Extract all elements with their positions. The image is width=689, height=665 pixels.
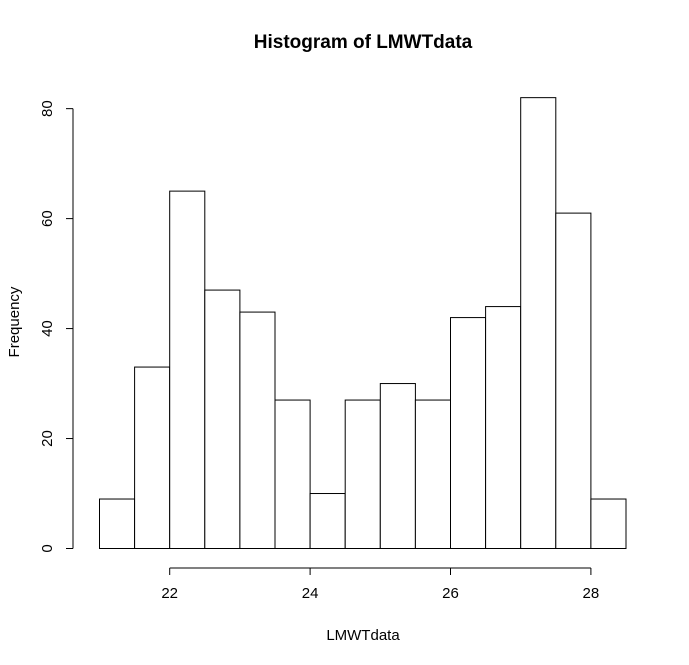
x-tick-label: 26 xyxy=(442,585,459,602)
histogram-bar xyxy=(99,498,136,549)
histogram-bar xyxy=(344,399,381,549)
histogram-bar xyxy=(239,311,276,549)
histogram-bar xyxy=(520,97,557,550)
histogram-bar xyxy=(274,399,311,549)
histogram-bar xyxy=(590,498,627,549)
y-tick-label: 20 xyxy=(39,430,56,447)
histogram-bar xyxy=(309,493,346,549)
histogram-bar xyxy=(555,212,592,550)
x-tick-label: 22 xyxy=(161,585,178,602)
y-tick-label: 0 xyxy=(39,544,56,552)
chart-title: Histogram of LMWTdata xyxy=(254,32,473,53)
histogram-bar xyxy=(134,366,171,549)
x-axis-label: LMWTdata xyxy=(326,627,400,644)
y-tick-label: 40 xyxy=(39,320,56,337)
histogram-bar xyxy=(169,190,206,549)
bars-group xyxy=(99,97,627,550)
histogram-bar xyxy=(414,399,451,549)
histogram-bar xyxy=(485,306,522,549)
x-tick-label: 28 xyxy=(583,585,600,602)
y-axis-label: Frequency xyxy=(6,286,23,357)
y-tick-label: 60 xyxy=(39,210,56,227)
y-tick-label: 80 xyxy=(39,100,56,117)
histogram-bar xyxy=(204,289,241,549)
x-tick-label: 24 xyxy=(302,585,319,602)
histogram-bar xyxy=(450,317,487,549)
x-axis: 22 24 26 28 xyxy=(161,567,600,602)
y-axis: 0 20 40 60 80 xyxy=(39,100,74,553)
histogram-bar xyxy=(379,383,416,549)
